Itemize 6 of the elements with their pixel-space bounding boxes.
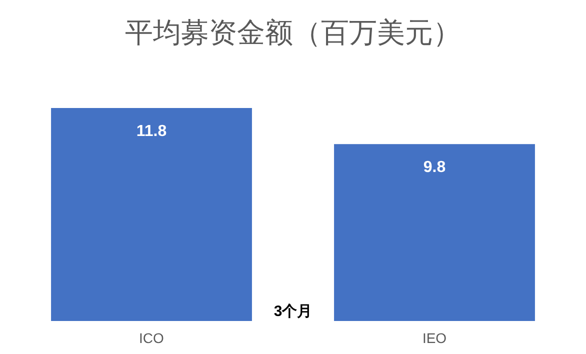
title: 平均募资金额（百万美元）: [125, 17, 461, 48]
data-label: 11.8: [136, 123, 167, 140]
x-tick-label: ICO: [139, 330, 164, 346]
data-label: 9.8: [423, 159, 446, 176]
x-tick-label: IEO: [422, 330, 447, 346]
annotation: 3个月: [274, 303, 312, 320]
